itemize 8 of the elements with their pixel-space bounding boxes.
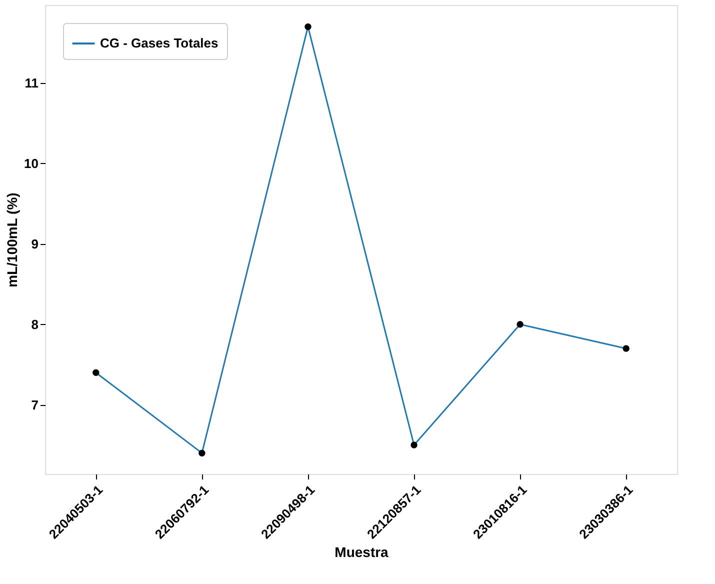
y-tick-label: 9 xyxy=(31,236,38,252)
x-axis-title: Muestra xyxy=(334,544,389,560)
y-tick-label: 11 xyxy=(24,76,38,91)
y-tick-label: 10 xyxy=(24,156,38,171)
legend-label: CG - Gases Totales xyxy=(100,36,218,50)
y-axis-title: mL/100mL (%) xyxy=(4,192,20,288)
y-tick-label: 8 xyxy=(31,316,38,332)
y-tick-label: 7 xyxy=(31,397,38,412)
